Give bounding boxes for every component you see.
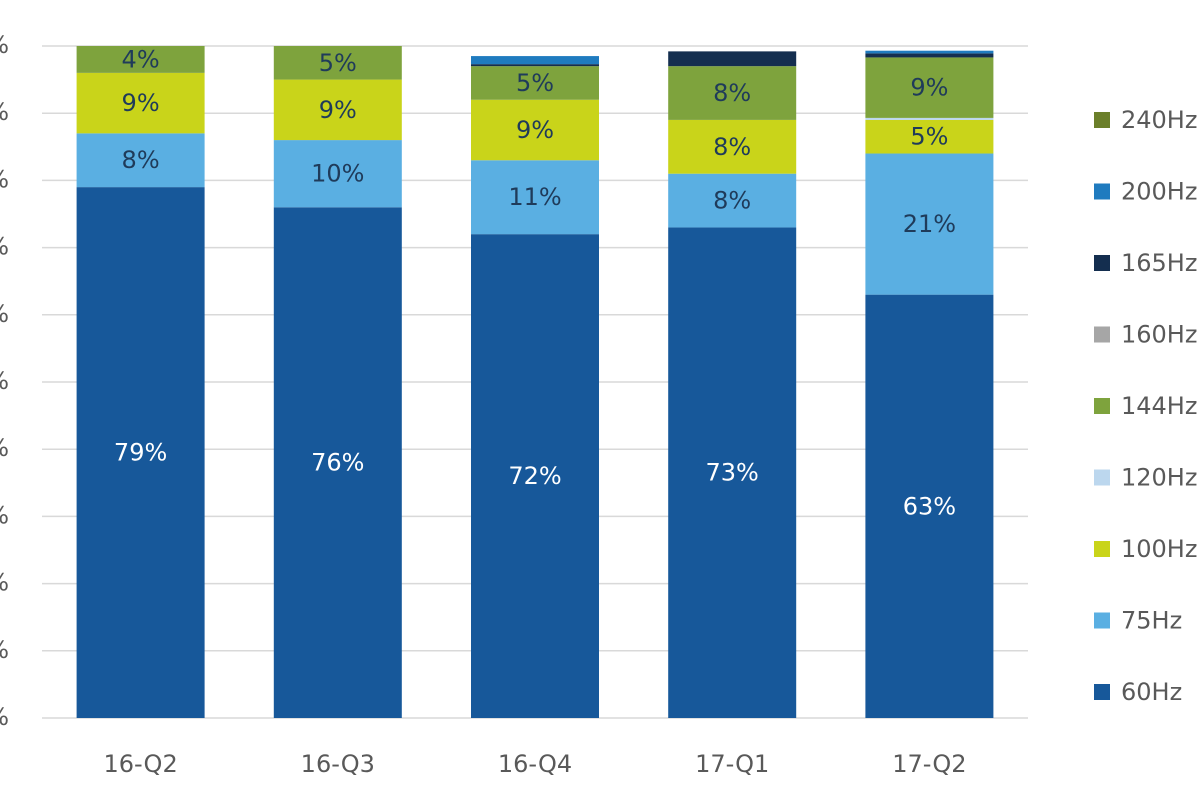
data-label: 21% (903, 210, 956, 238)
y-axis-ticks: %%%%%%%%%%% (0, 31, 9, 731)
data-label: 72% (508, 462, 561, 490)
data-label: 79% (114, 439, 167, 467)
data-label: 5% (319, 49, 357, 77)
x-tick-label: 17-Q1 (695, 750, 769, 778)
y-tick-label: % (0, 703, 9, 731)
bar-segment-60Hz (668, 227, 797, 718)
data-label: 11% (508, 183, 561, 211)
bar-segment-144Hz (76, 46, 205, 73)
bar-group-16-Q2: 79% 8% 9% 4% (76, 45, 205, 718)
legend-label: 100Hz (1121, 535, 1197, 563)
legend-label: 75Hz (1121, 607, 1182, 635)
y-tick-label: % (0, 31, 9, 59)
bar-segment-200Hz (865, 50, 994, 54)
legend-swatch (1094, 326, 1110, 343)
legend-item-144Hz: 144Hz (1094, 392, 1197, 420)
x-tick-label: 16-Q2 (103, 750, 177, 778)
data-label: 63% (903, 492, 956, 520)
bar-segment-75Hz (668, 173, 797, 228)
legend-item-165Hz: 165Hz (1094, 249, 1197, 277)
legend-swatch (1094, 469, 1110, 486)
bar-segment-60Hz (76, 187, 205, 718)
data-label: 10% (311, 160, 364, 188)
data-label: 8% (713, 133, 751, 161)
x-tick-label: 17-Q2 (892, 750, 966, 778)
legend-label: 200Hz (1121, 178, 1197, 206)
bars: 79% 8% 9% 4% 76% 10% 9% 5% 72% 11% 9% 5% 73% 8% 8% 8% 63… (76, 45, 994, 718)
bar-segment-165Hz (471, 64, 599, 67)
legend-swatch (1094, 541, 1110, 557)
y-tick-label: % (0, 569, 9, 597)
bar-segment-60Hz (273, 207, 402, 718)
y-tick-label: % (0, 501, 9, 529)
legend-swatch (1094, 398, 1110, 414)
data-label: 9% (516, 116, 554, 144)
legend-label: 120Hz (1121, 464, 1197, 492)
bar-segment-60Hz (471, 234, 599, 718)
legend-label: 144Hz (1121, 392, 1197, 420)
legend-swatch (1094, 684, 1110, 700)
legend-swatch (1094, 112, 1110, 128)
data-label: 5% (516, 69, 554, 97)
legend-label: 160Hz (1121, 321, 1197, 349)
y-tick-label: % (0, 233, 9, 261)
legend-label: 165Hz (1121, 249, 1197, 277)
bar-segment-100Hz (76, 72, 205, 134)
bar-segment-144Hz (471, 66, 599, 100)
data-label: 5% (910, 123, 948, 151)
data-label: 9% (910, 74, 948, 102)
data-label: 8% (713, 79, 751, 107)
bar-segment-120Hz (865, 117, 994, 120)
bar-group-16-Q3: 76% 10% 9% 5% (273, 46, 402, 718)
bar-group-16-Q4: 72% 11% 9% 5% (471, 56, 599, 718)
bar-segment-75Hz (471, 160, 599, 235)
y-tick-label: % (0, 367, 9, 395)
data-label: 8% (713, 187, 751, 215)
data-label: 9% (319, 96, 357, 124)
legend-label: 240Hz (1121, 106, 1197, 134)
bar-segment-75Hz (76, 133, 205, 188)
legend: 240Hz 200Hz 165Hz 160Hz 144Hz 120Hz 100Hz 75Hz 6… (1094, 106, 1197, 706)
data-label: 73% (706, 459, 759, 487)
x-tick-label: 16-Q3 (301, 750, 375, 778)
x-tick-label: 16-Q4 (498, 750, 572, 778)
legend-item-60Hz: 60Hz (1094, 678, 1182, 706)
bar-group-17-Q2: 63% 21% 5% 9% (865, 50, 994, 718)
legend-item-200Hz: 200Hz (1094, 178, 1197, 206)
data-label: 9% (122, 89, 160, 117)
bar-segment-75Hz (273, 140, 402, 208)
bar-segment-100Hz (668, 119, 797, 174)
data-label: 4% (122, 45, 160, 73)
y-tick-label: % (0, 98, 9, 126)
bar-segment-165Hz (668, 51, 797, 67)
bar-segment-100Hz (865, 119, 994, 154)
bar-segment-144Hz (865, 57, 994, 118)
bar-group-17-Q1: 73% 8% 8% 8% (668, 51, 797, 718)
legend-label: 60Hz (1121, 678, 1182, 706)
bar-segment-200Hz (471, 56, 599, 65)
bar-segment-75Hz (865, 153, 994, 295)
legend-swatch (1094, 183, 1110, 200)
x-axis-ticks: 16-Q2 16-Q3 16-Q4 17-Q1 17-Q2 (103, 750, 966, 778)
bar-segment-144Hz (273, 46, 402, 80)
y-tick-label: % (0, 300, 9, 328)
y-tick-label: % (0, 636, 9, 664)
bar-segment-144Hz (668, 66, 797, 120)
bar-segment-60Hz (865, 294, 994, 718)
bar-segment-100Hz (471, 99, 599, 161)
legend-swatch (1094, 255, 1110, 271)
legend-item-160Hz: 160Hz (1094, 321, 1197, 349)
legend-item-240Hz: 240Hz (1094, 106, 1197, 134)
y-tick-label: % (0, 434, 9, 462)
data-label: 8% (122, 146, 160, 174)
legend-item-75Hz: 75Hz (1094, 607, 1182, 635)
data-label: 76% (311, 449, 364, 477)
y-tick-label: % (0, 165, 9, 193)
legend-item-100Hz: 100Hz (1094, 535, 1197, 563)
legend-item-120Hz: 120Hz (1094, 464, 1197, 492)
bar-segment-165Hz (865, 53, 994, 58)
bar-segment-100Hz (273, 79, 402, 141)
legend-swatch (1094, 612, 1110, 629)
